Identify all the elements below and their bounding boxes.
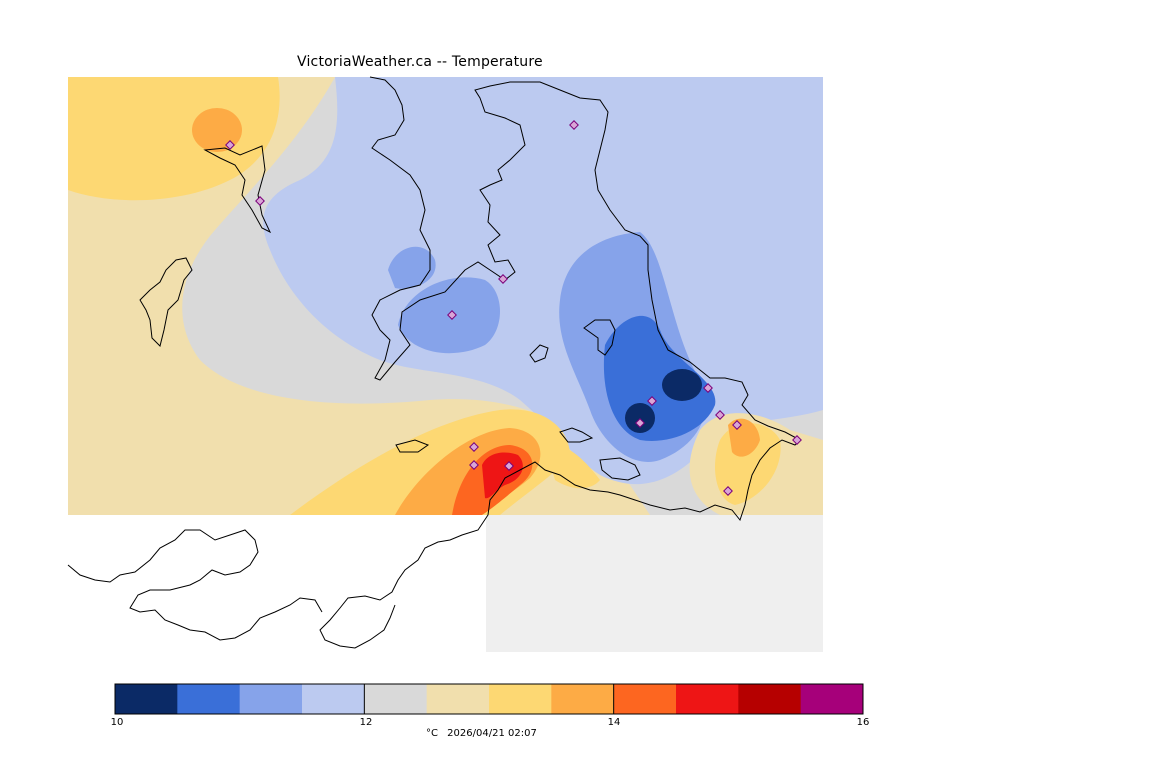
color-scale-cell xyxy=(177,684,241,714)
diamond-icon[interactable] xyxy=(447,310,457,320)
coastlines xyxy=(67,76,801,649)
scale-tick-label: 10 xyxy=(110,717,124,728)
diamond-icon[interactable] xyxy=(469,442,479,452)
contour-south-red xyxy=(482,452,523,499)
diamond-icon[interactable] xyxy=(498,274,508,284)
contour-blue-west-1 xyxy=(388,246,436,289)
color-scale-cell xyxy=(551,684,615,714)
color-scale-frame xyxy=(114,683,864,715)
contour-nw-yellow xyxy=(68,77,280,201)
diamond-icon[interactable] xyxy=(255,196,265,206)
contour-navy-core-2 xyxy=(625,403,655,433)
station-markers xyxy=(225,120,802,496)
color-scale-cell xyxy=(302,684,365,714)
land-south xyxy=(486,515,823,652)
color-scale-cell xyxy=(115,684,178,714)
diamond-icon[interactable] xyxy=(732,420,742,430)
scale-tick-label: 16 xyxy=(856,717,870,728)
color-scale-cell xyxy=(426,684,490,714)
diamond-icon[interactable] xyxy=(723,486,733,496)
diamond-icon[interactable] xyxy=(792,435,802,445)
color-scale-cell xyxy=(239,684,303,714)
color-scale-cell xyxy=(364,684,428,714)
timestamp: 2026/04/21 02:07 xyxy=(447,728,537,739)
scale-tick-label: 14 xyxy=(607,717,621,728)
color-scale-cell xyxy=(676,684,739,714)
diamond-icon[interactable] xyxy=(715,410,725,420)
unit-label: °C xyxy=(426,728,438,739)
scale-tick-label: 12 xyxy=(359,717,373,728)
diamond-icon[interactable] xyxy=(647,396,657,406)
color-scale-cell xyxy=(738,684,802,714)
color-scale-cell xyxy=(613,684,677,714)
temperature-map xyxy=(67,76,823,652)
contour-south-yellow-2 xyxy=(545,444,600,489)
diamond-icon[interactable] xyxy=(225,140,235,150)
map-footer: °C 2026/04/21 02:07 xyxy=(426,728,543,739)
diamond-icon[interactable] xyxy=(504,461,514,471)
diamond-icon[interactable] xyxy=(635,418,645,428)
diamond-icon[interactable] xyxy=(469,460,479,470)
diamond-icon[interactable] xyxy=(703,383,713,393)
contour-navy-core-1 xyxy=(662,369,702,401)
map-title: VictoriaWeather.ca -- Temperature xyxy=(297,54,543,70)
diamond-icon[interactable] xyxy=(569,120,579,130)
color-scale-cell xyxy=(489,684,552,714)
sea-south-west xyxy=(68,515,486,652)
color-scale-cell xyxy=(800,684,864,714)
